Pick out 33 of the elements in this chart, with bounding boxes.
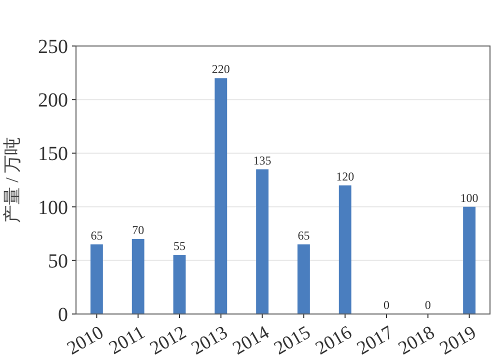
x-tick-label: 2015 [270,322,314,360]
y-tick-label: 250 [38,36,68,58]
data-label: 100 [460,190,478,205]
data-label: 55 [174,239,186,254]
x-tick-label: 2019 [436,322,480,360]
y-tick-label: 100 [38,196,68,219]
bar [463,206,476,314]
data-label: 135 [253,153,272,168]
bar [173,255,186,314]
data-label: 220 [212,62,230,76]
data-label: 65 [90,228,103,242]
bar [132,238,144,314]
bar [214,78,228,314]
data-label: 65 [298,228,310,242]
y-tick-label: 200 [38,90,68,112]
data-label: 70 [132,222,144,237]
bar [90,244,103,314]
bar [256,169,269,314]
x-tick-label: 2018 [394,322,438,360]
x-tick-label: 2016 [312,322,356,360]
x-tick-label: 2013 [188,322,232,360]
x-tick-label: 2012 [146,322,190,360]
data-label: 120 [336,169,354,184]
data-label: 0 [384,298,390,312]
bar [338,185,352,314]
data-label: 0 [424,298,431,312]
x-tick-label: 2014 [229,322,274,360]
y-axis-title: 产量 / 万吨 [2,136,22,224]
y-tick-label: 50 [48,250,68,272]
x-tick-label: 2011 [106,322,149,359]
bar [297,244,310,314]
y-tick-label: 150 [38,143,68,166]
x-tick-label: 2017 [354,322,397,360]
